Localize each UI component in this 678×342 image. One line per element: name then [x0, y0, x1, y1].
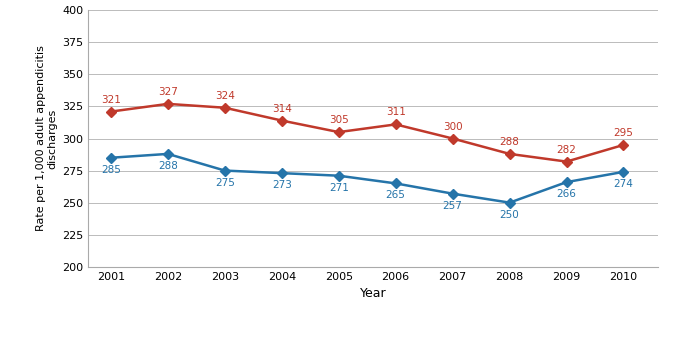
- Highest income communities: [221, 169, 229, 173]
- Text: 275: 275: [215, 177, 235, 187]
- Lowest income communities: [335, 130, 343, 134]
- Text: 250: 250: [500, 210, 519, 220]
- Text: 282: 282: [557, 145, 576, 155]
- Lowest income communities: [620, 143, 628, 147]
- Highest income communities: [449, 192, 457, 196]
- Text: 257: 257: [443, 201, 462, 211]
- Lowest income communities: [221, 106, 229, 110]
- Text: 288: 288: [158, 161, 178, 171]
- Highest income communities: [335, 174, 343, 178]
- Highest income communities: [164, 152, 172, 156]
- Lowest income communities: [506, 152, 514, 156]
- Text: 300: 300: [443, 121, 462, 132]
- Text: 266: 266: [557, 189, 576, 199]
- Text: 311: 311: [386, 107, 405, 117]
- Text: 321: 321: [101, 95, 121, 105]
- Highest income communities: [506, 200, 514, 205]
- Highest income communities: [620, 170, 628, 174]
- Text: 305: 305: [329, 115, 348, 125]
- Text: 295: 295: [614, 128, 633, 138]
- Line: Highest income communities: Highest income communities: [107, 150, 627, 206]
- Lowest income communities: [164, 102, 172, 106]
- Text: 288: 288: [500, 137, 519, 147]
- Lowest income communities: [278, 119, 286, 123]
- Text: 271: 271: [329, 183, 348, 193]
- Text: 274: 274: [614, 179, 633, 189]
- Highest income communities: [392, 181, 400, 185]
- Lowest income communities: [392, 122, 400, 127]
- Text: 285: 285: [101, 165, 121, 175]
- Text: 324: 324: [215, 91, 235, 101]
- Highest income communities: [563, 180, 571, 184]
- Text: 327: 327: [158, 87, 178, 97]
- Highest income communities: [107, 156, 115, 160]
- Y-axis label: Rate per 1,000 adult appendicitis
discharges: Rate per 1,000 adult appendicitis discha…: [36, 45, 58, 232]
- Line: Lowest income communities: Lowest income communities: [107, 101, 627, 165]
- Lowest income communities: [107, 109, 115, 114]
- Lowest income communities: [563, 159, 571, 163]
- Text: 265: 265: [386, 190, 405, 200]
- Lowest income communities: [449, 136, 457, 141]
- Text: 314: 314: [272, 104, 292, 114]
- Highest income communities: [278, 171, 286, 175]
- X-axis label: Year: Year: [359, 287, 386, 300]
- Text: 273: 273: [272, 180, 292, 190]
